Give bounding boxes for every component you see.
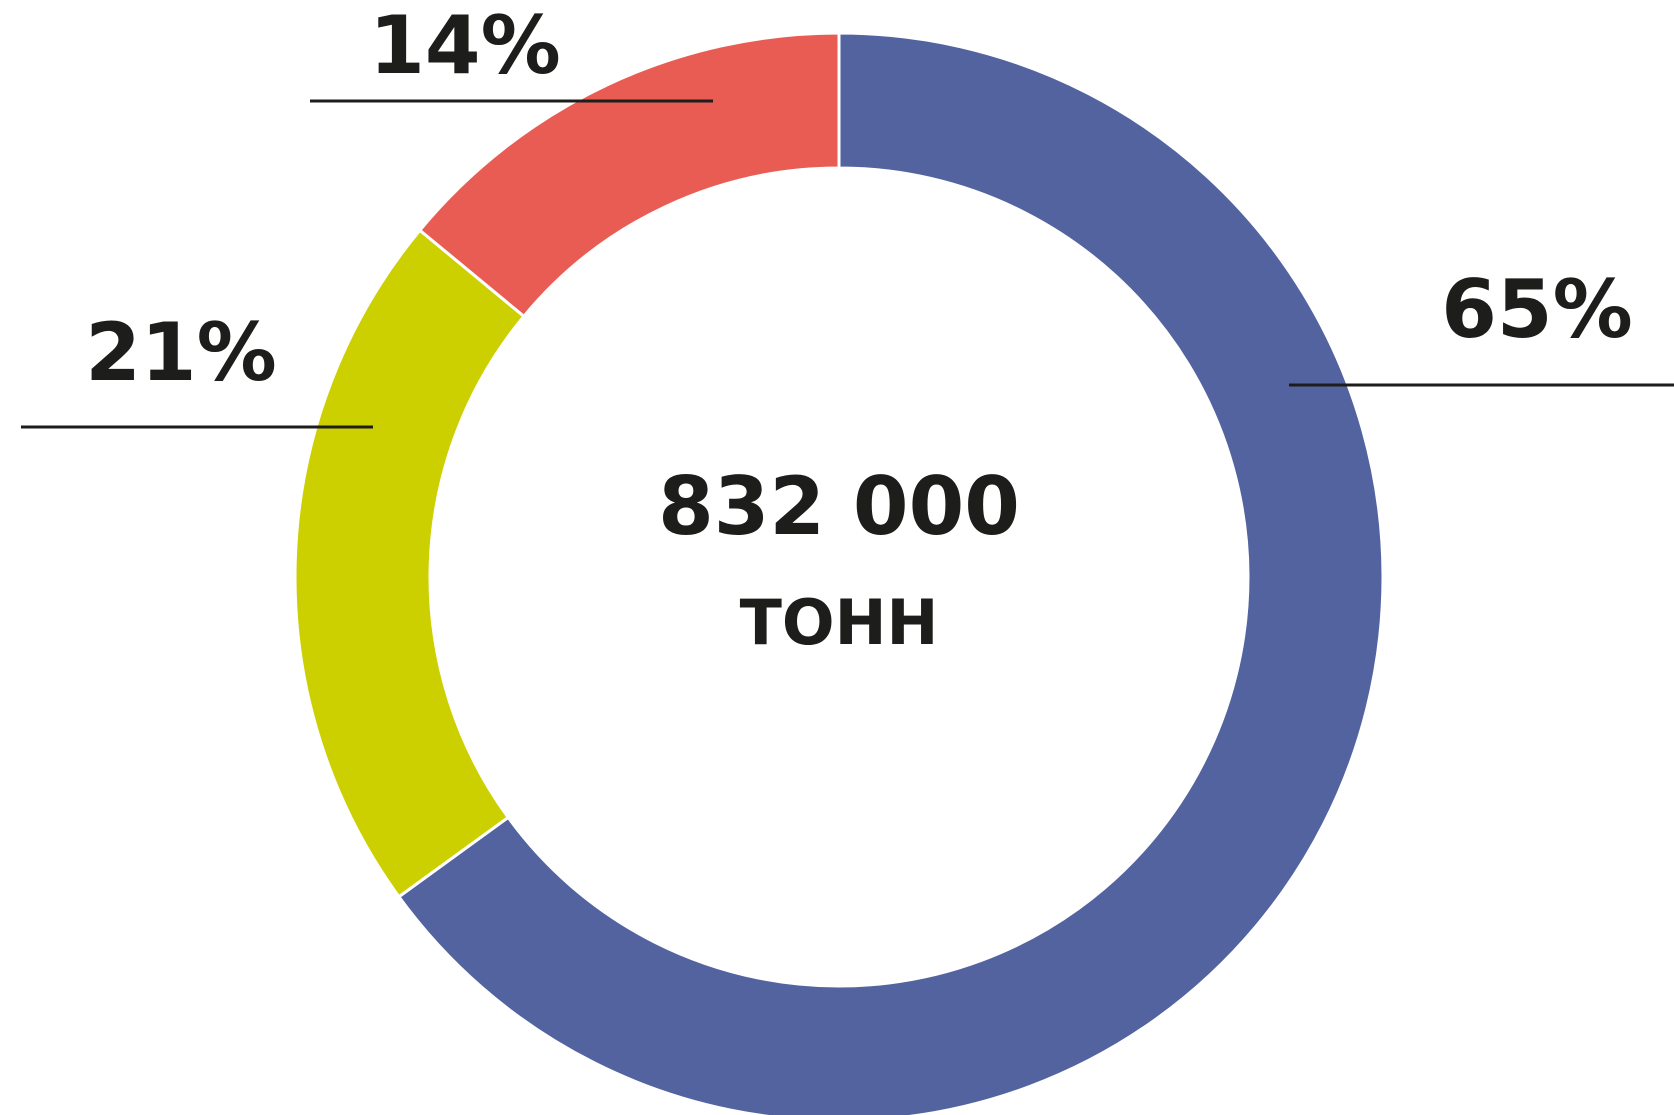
center-sublabel: ТОНН	[740, 586, 939, 659]
slice-label: 65%	[1441, 263, 1632, 356]
slice	[417, 31, 841, 319]
slice	[293, 228, 526, 899]
slice	[396, 31, 1385, 1115]
center-label: 832 000	[658, 460, 1020, 553]
slice-label: 14%	[369, 0, 560, 92]
slice-label: 21%	[85, 306, 276, 399]
